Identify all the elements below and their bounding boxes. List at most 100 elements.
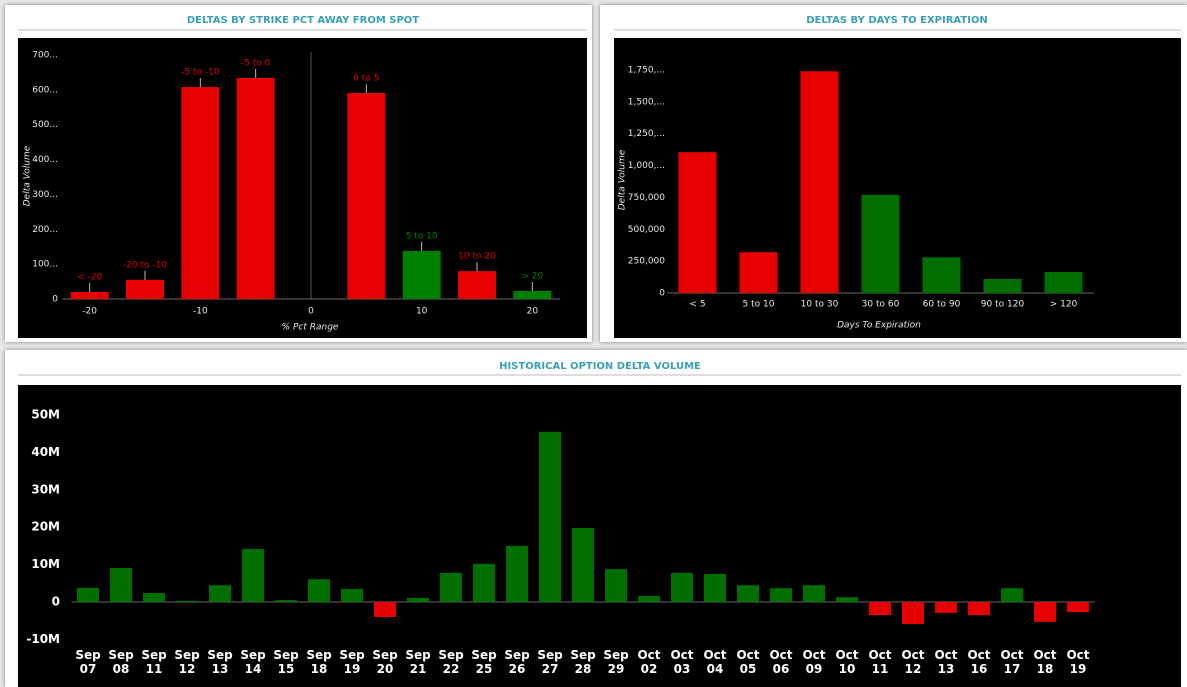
x-tick-label: Sep 26 bbox=[504, 647, 530, 676]
bar bbox=[1044, 271, 1083, 293]
bar bbox=[922, 257, 961, 293]
y-tick-label: 50M bbox=[31, 407, 60, 421]
bar bbox=[458, 271, 496, 299]
bar bbox=[110, 567, 132, 603]
x-tick-label: Sep 11 bbox=[141, 647, 167, 676]
bar bbox=[1001, 588, 1023, 603]
bar bbox=[678, 152, 717, 293]
bar bbox=[308, 579, 330, 603]
bar bbox=[209, 585, 231, 603]
bar bbox=[77, 587, 99, 603]
bar-label: 5 to 10 bbox=[406, 231, 438, 241]
x-tick-label: Oct 09 bbox=[802, 647, 826, 676]
bar bbox=[181, 87, 220, 299]
y-tick-label: 0 bbox=[659, 289, 665, 299]
bar bbox=[236, 78, 275, 300]
bar bbox=[935, 602, 957, 613]
x-tick-label: < 5 bbox=[689, 300, 705, 310]
bar bbox=[803, 585, 825, 603]
y-tick-label: 1,250,... bbox=[628, 129, 665, 139]
x-tick-label: Oct 03 bbox=[670, 647, 694, 676]
y-tick-label: 0 bbox=[52, 595, 60, 609]
y-axis-label: Delta Volume bbox=[618, 149, 628, 210]
bar bbox=[242, 548, 264, 603]
y-tick-label: 30M bbox=[31, 482, 60, 496]
bar bbox=[704, 573, 726, 603]
x-tick-label: 30 to 60 bbox=[862, 300, 900, 310]
x-tick-label: Oct 06 bbox=[769, 647, 793, 676]
y-tick-label: 600... bbox=[32, 85, 58, 95]
x-tick-label: Oct 13 bbox=[934, 647, 958, 676]
y-tick-label: 1,500,... bbox=[628, 97, 665, 107]
bar bbox=[143, 593, 165, 603]
x-tick-label: Sep 20 bbox=[372, 647, 398, 676]
x-tick-label: Oct 11 bbox=[868, 647, 892, 676]
bar bbox=[1067, 602, 1089, 613]
y-tick-label: -10M bbox=[26, 632, 60, 646]
x-tick-label: 5 to 10 bbox=[743, 300, 775, 310]
x-tick-label: Sep 08 bbox=[108, 647, 134, 676]
y-tick-label: 20M bbox=[31, 520, 60, 534]
bar-label: 0 to 5 bbox=[353, 73, 379, 83]
x-tick-label: 20 bbox=[527, 307, 539, 317]
bar bbox=[275, 600, 297, 603]
y-tick-label: 100... bbox=[32, 260, 58, 270]
x-tick-label: Sep 19 bbox=[339, 647, 365, 676]
y-tick-label: 40M bbox=[31, 445, 60, 459]
bar bbox=[800, 71, 839, 293]
bar bbox=[347, 92, 386, 299]
bar bbox=[605, 569, 627, 603]
bar bbox=[407, 597, 429, 603]
bar bbox=[983, 278, 1022, 293]
bar bbox=[513, 290, 552, 299]
y-tick-label: 400... bbox=[32, 155, 58, 165]
x-axis-label: Days To Expiration bbox=[837, 321, 921, 331]
x-tick-label: Sep 21 bbox=[405, 647, 431, 676]
y-tick-label: 10M bbox=[31, 557, 60, 571]
bar-label: > 20 bbox=[521, 271, 543, 281]
y-tick-label: 0 bbox=[52, 295, 58, 305]
y-tick-label: 700... bbox=[32, 51, 58, 61]
plot-background bbox=[18, 385, 1181, 687]
x-tick-label: 0 bbox=[308, 307, 314, 317]
x-tick-label: Oct 12 bbox=[901, 647, 925, 676]
x-tick-label: Oct 02 bbox=[637, 647, 661, 676]
bar bbox=[836, 597, 858, 603]
bar bbox=[126, 279, 164, 299]
bar bbox=[968, 602, 990, 616]
bar bbox=[539, 431, 561, 603]
bar bbox=[861, 194, 900, 293]
x-tick-label: Sep 14 bbox=[240, 647, 266, 676]
x-tick-label: Oct 04 bbox=[703, 647, 727, 676]
bar-label: -5 to -10 bbox=[181, 68, 220, 78]
y-tick-label: 1,000,... bbox=[628, 161, 665, 171]
x-tick-label: Sep 27 bbox=[537, 647, 563, 676]
x-tick-label: Sep 22 bbox=[438, 647, 464, 676]
x-tick-label: Sep 12 bbox=[174, 647, 200, 676]
bar bbox=[440, 572, 462, 603]
x-tick-label: -10 bbox=[193, 307, 208, 317]
y-tick-label: 250,000 bbox=[628, 257, 665, 267]
bar bbox=[671, 572, 693, 603]
y-tick-label: 500... bbox=[32, 120, 58, 130]
x-tick-label: 10 to 30 bbox=[801, 300, 839, 310]
x-tick-label: Oct 05 bbox=[736, 647, 760, 676]
bar bbox=[1034, 602, 1056, 622]
bar bbox=[638, 596, 660, 603]
y-axis-label: Delta Volume bbox=[23, 145, 33, 206]
x-tick-label: Sep 25 bbox=[471, 647, 497, 676]
x-tick-label: > 120 bbox=[1050, 300, 1078, 310]
x-tick-label: Sep 15 bbox=[273, 647, 299, 676]
x-tick-label: Oct 17 bbox=[1000, 647, 1024, 676]
bar bbox=[869, 602, 891, 616]
x-tick-label: -20 bbox=[82, 307, 97, 317]
x-tick-label: Sep 28 bbox=[570, 647, 596, 676]
bar-label: 10 to 20 bbox=[458, 252, 496, 262]
bar-label: < -20 bbox=[77, 273, 102, 283]
bar bbox=[739, 252, 778, 293]
y-tick-label: 500,000 bbox=[628, 225, 665, 235]
x-axis-label: % Pct Range bbox=[282, 323, 339, 333]
bar bbox=[70, 292, 109, 299]
bar bbox=[402, 250, 441, 299]
